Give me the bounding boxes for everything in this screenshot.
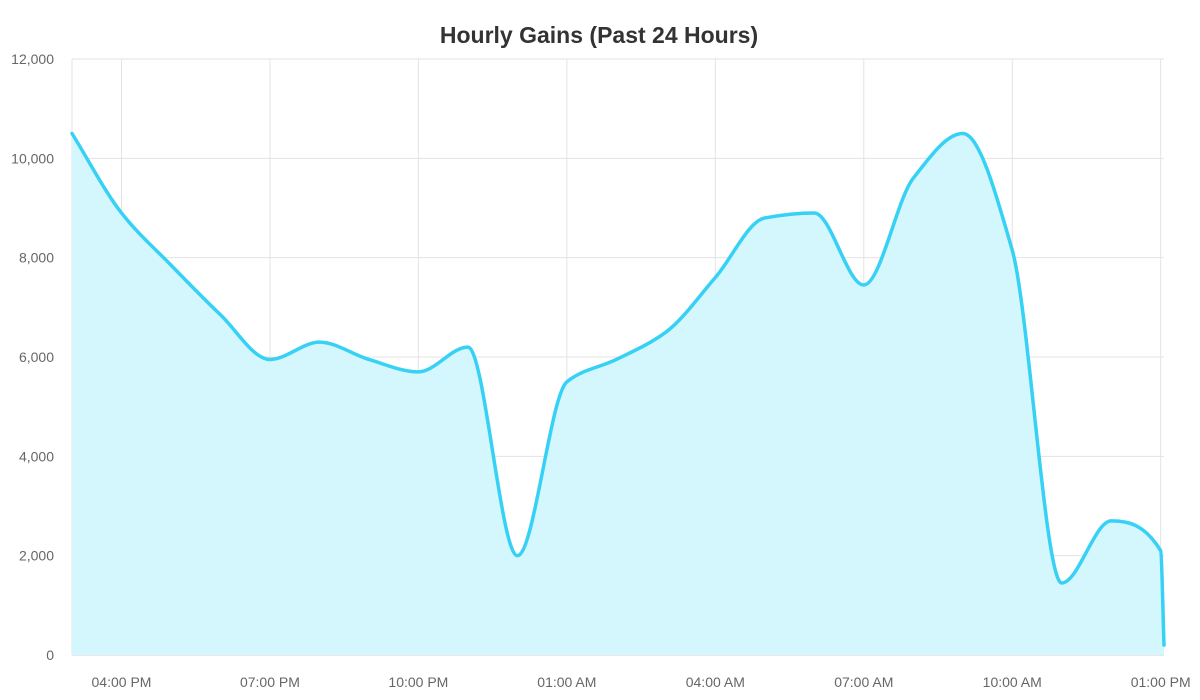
data-point	[217, 312, 223, 318]
x-tick-label: 07:00 AM	[834, 674, 893, 690]
data-point	[465, 344, 471, 350]
series-line	[70, 131, 1166, 647]
y-tick-label: 6,000	[19, 349, 54, 365]
data-point	[366, 356, 372, 362]
data-point	[762, 215, 768, 221]
chart-title: Hourly Gains (Past 24 Hours)	[440, 22, 758, 48]
data-point	[861, 282, 867, 288]
data-point	[118, 210, 124, 216]
data-point	[316, 339, 322, 345]
x-tick-label: 07:00 PM	[240, 674, 300, 690]
data-point	[1059, 580, 1065, 586]
x-tick-label: 10:00 AM	[983, 674, 1042, 690]
data-point	[1158, 548, 1164, 554]
data-point	[910, 175, 916, 181]
data-point	[613, 356, 619, 362]
x-tick-label: 01:00 PM	[1131, 674, 1191, 690]
data-point	[69, 131, 75, 137]
y-tick-label: 10,000	[11, 150, 54, 166]
area-series	[69, 131, 1167, 655]
y-tick-label: 4,000	[19, 448, 54, 464]
data-point	[960, 131, 966, 137]
y-tick-label: 2,000	[19, 548, 54, 564]
data-point	[811, 210, 817, 216]
data-point	[267, 356, 273, 362]
y-tick-label: 0	[46, 647, 54, 663]
data-point	[712, 275, 718, 281]
data-point	[514, 553, 520, 559]
data-point	[1009, 247, 1015, 253]
data-point	[1161, 642, 1167, 648]
x-tick-label: 10:00 PM	[388, 674, 448, 690]
data-point	[1108, 518, 1114, 524]
y-tick-label: 8,000	[19, 250, 54, 266]
data-point	[564, 379, 570, 385]
data-point	[663, 329, 669, 335]
data-point	[415, 369, 421, 375]
y-tick-label: 12,000	[11, 51, 54, 67]
x-tick-label: 04:00 PM	[92, 674, 152, 690]
data-point	[168, 262, 174, 268]
y-axis-labels: 0 2,000 4,000 6,000 8,000 10,000 12,000	[11, 51, 54, 663]
area-fill	[72, 133, 1164, 655]
x-tick-label: 04:00 AM	[686, 674, 745, 690]
x-axis-labels: 04:00 PM 07:00 PM 10:00 PM 01:00 AM 04:00 AM…	[92, 674, 1191, 690]
x-tick-label: 01:00 AM	[537, 674, 596, 690]
